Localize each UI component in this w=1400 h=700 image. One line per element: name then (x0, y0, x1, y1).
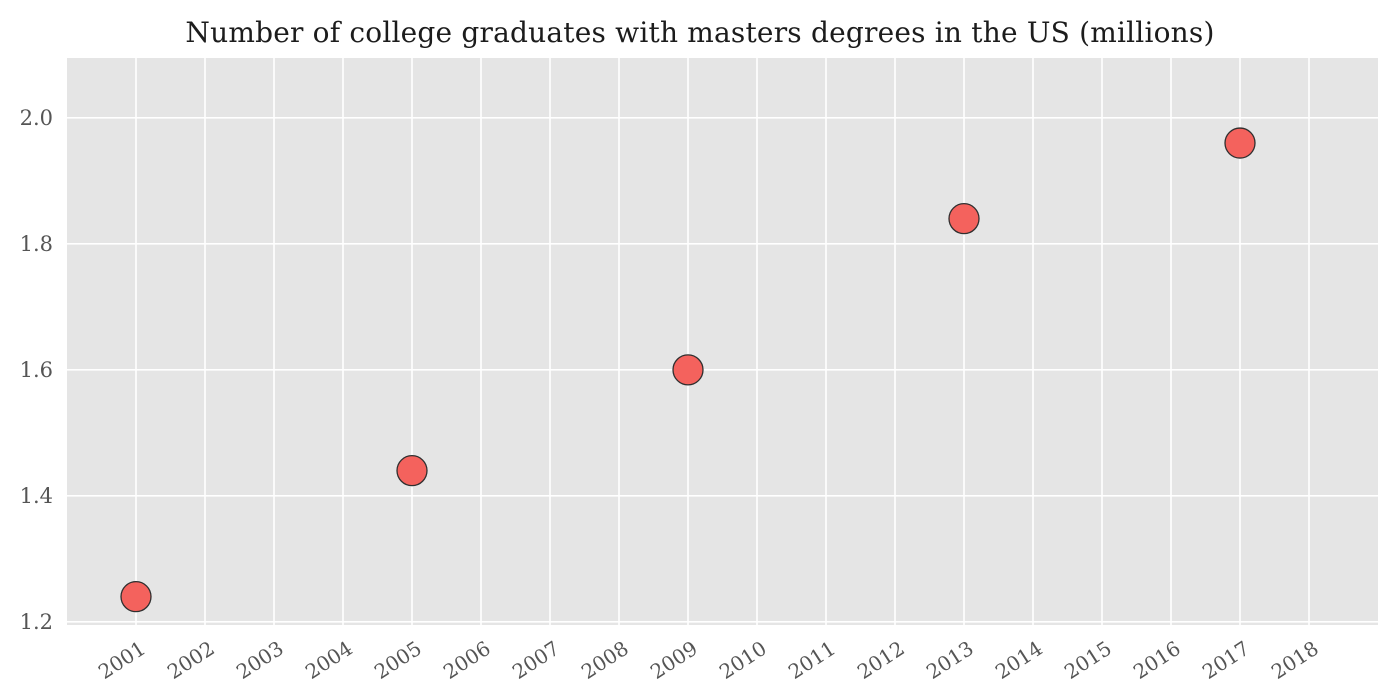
x-tick-label: 2014 (991, 636, 1047, 684)
chart-title: Number of college graduates with masters… (185, 16, 1215, 49)
x-tick-label: 2003 (232, 636, 288, 684)
plot-panel (67, 58, 1378, 625)
x-tick-label: 2004 (301, 636, 357, 684)
x-tick-label: 2012 (853, 636, 909, 684)
x-tick-label: 2008 (577, 636, 633, 684)
data-point (396, 454, 428, 487)
x-tick-label: 2006 (439, 636, 495, 684)
x-tick-label: 2013 (922, 636, 978, 684)
x-tick-label: 2017 (1198, 636, 1254, 684)
data-point (672, 354, 704, 386)
data-point (1224, 127, 1256, 159)
x-tick-label: 2015 (1060, 636, 1116, 684)
y-tick-label: 2.0 (20, 106, 53, 130)
data-point (948, 202, 980, 235)
x-tick-label: 2010 (715, 636, 771, 684)
x-tick-label: 2009 (646, 636, 702, 684)
y-tick-label: 1.4 (20, 484, 53, 508)
data-point (120, 581, 152, 613)
y-tick-label: 1.6 (20, 358, 53, 382)
x-tick-label: 2007 (508, 636, 564, 684)
x-tick-label: 2011 (784, 636, 840, 684)
x-tick-label: 2005 (370, 636, 426, 684)
x-tick-label: 2018 (1267, 636, 1323, 684)
x-tick-label: 2001 (94, 636, 150, 684)
y-tick-label: 1.2 (20, 610, 53, 634)
x-tick-label: 2002 (163, 636, 219, 684)
x-tick-label: 2016 (1129, 636, 1185, 684)
y-tick-label: 1.8 (20, 232, 53, 256)
